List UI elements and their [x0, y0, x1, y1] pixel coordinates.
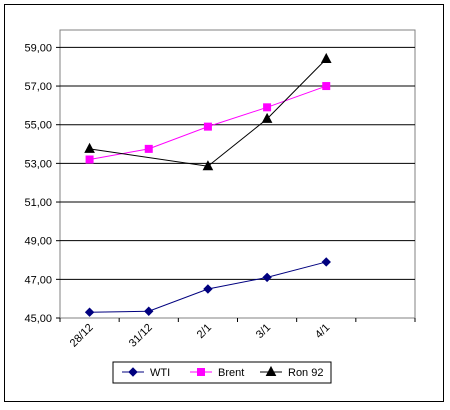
legend-item-brent: Brent: [190, 367, 244, 379]
y-tick-label: 47,00: [24, 274, 52, 286]
y-tick-label: 49,00: [24, 236, 52, 248]
data-point-wti: [144, 306, 154, 316]
data-point-wti: [203, 284, 213, 294]
data-point-brent: [85, 155, 94, 164]
legend-box: [112, 361, 332, 384]
data-point-brent: [203, 122, 212, 131]
legend-marker: [197, 368, 205, 376]
y-tick-label: 55,00: [24, 120, 52, 132]
data-point-wti: [84, 307, 95, 317]
data-point-brent: [263, 103, 272, 112]
series-brent: [85, 82, 331, 164]
legend-label: WTI: [150, 367, 170, 379]
legend-item-wti: WTI: [122, 367, 170, 379]
legend: WTI Brent Ron 92: [112, 361, 332, 384]
data-point-brent: [144, 144, 153, 153]
x-tick-label: 31/12: [127, 322, 155, 350]
data-point-wti: [321, 257, 331, 267]
x-tick-label: 3/1: [254, 322, 273, 341]
data-point-ron-92: [261, 112, 273, 123]
y-tick-label: 53,00: [24, 158, 52, 170]
legend-label: Ron 92: [288, 367, 323, 379]
series-wti: [84, 257, 331, 317]
series-ron-92: [84, 52, 332, 171]
y-axis-ticks: 45,00 47,00 49,00 51,00 53,00 55,00 57,00 59,00: [24, 42, 60, 325]
legend-marker: [128, 367, 138, 377]
series-line-ron-92: [89, 58, 327, 167]
data-point-ron-92: [84, 142, 95, 153]
data-point-brent: [322, 82, 331, 91]
series-group: [84, 52, 332, 317]
y-tick-label: 57,00: [24, 81, 52, 93]
x-tick-label: 2/1: [195, 322, 214, 341]
legend-item-ron-92: Ron 92: [260, 365, 323, 379]
y-tick-label: 51,00: [24, 197, 52, 209]
x-tick-label: 28/12: [68, 322, 96, 350]
data-point-ron-92: [320, 52, 332, 63]
y-tick-label: 59,00: [24, 42, 52, 54]
legend-marker: [265, 365, 277, 376]
x-axis-ticks: 28/12 31/12 2/1 3/1 4/1: [59, 318, 416, 350]
gridlines: [60, 46, 415, 280]
data-point-ron-92: [202, 160, 214, 171]
x-tick-label: 4/1: [313, 322, 332, 341]
plot-area: [59, 29, 416, 319]
y-tick-label: 45,00: [24, 313, 52, 325]
data-point-wti: [262, 272, 272, 283]
legend-label: Brent: [218, 367, 244, 379]
